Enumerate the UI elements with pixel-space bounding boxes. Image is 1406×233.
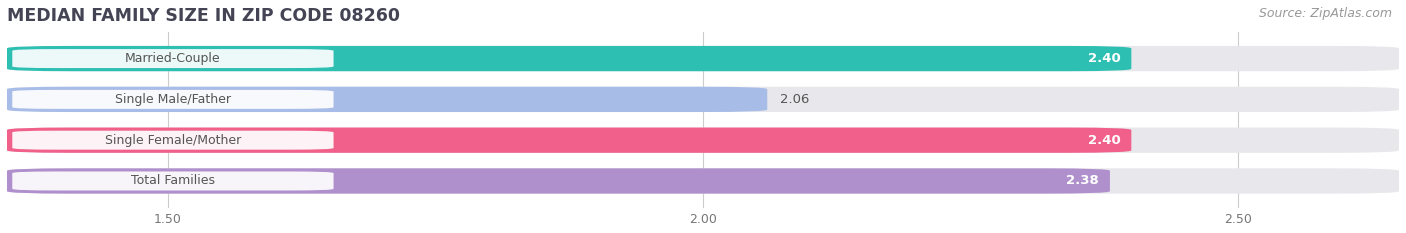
FancyBboxPatch shape — [7, 127, 1399, 153]
Text: MEDIAN FAMILY SIZE IN ZIP CODE 08260: MEDIAN FAMILY SIZE IN ZIP CODE 08260 — [7, 7, 399, 25]
FancyBboxPatch shape — [13, 171, 333, 190]
FancyBboxPatch shape — [13, 90, 333, 109]
FancyBboxPatch shape — [7, 46, 1399, 71]
FancyBboxPatch shape — [7, 87, 768, 112]
FancyBboxPatch shape — [7, 168, 1109, 194]
FancyBboxPatch shape — [7, 46, 1132, 71]
FancyBboxPatch shape — [13, 131, 333, 150]
FancyBboxPatch shape — [7, 87, 1399, 112]
Text: 2.38: 2.38 — [1067, 175, 1099, 188]
FancyBboxPatch shape — [7, 127, 1132, 153]
FancyBboxPatch shape — [13, 49, 333, 68]
Text: Single Female/Mother: Single Female/Mother — [105, 134, 240, 147]
Text: Married-Couple: Married-Couple — [125, 52, 221, 65]
FancyBboxPatch shape — [7, 168, 1399, 194]
Text: 2.06: 2.06 — [780, 93, 810, 106]
Text: Source: ZipAtlas.com: Source: ZipAtlas.com — [1258, 7, 1392, 20]
Text: 2.40: 2.40 — [1088, 52, 1121, 65]
Text: Total Families: Total Families — [131, 175, 215, 188]
Text: Single Male/Father: Single Male/Father — [115, 93, 231, 106]
Text: 2.40: 2.40 — [1088, 134, 1121, 147]
